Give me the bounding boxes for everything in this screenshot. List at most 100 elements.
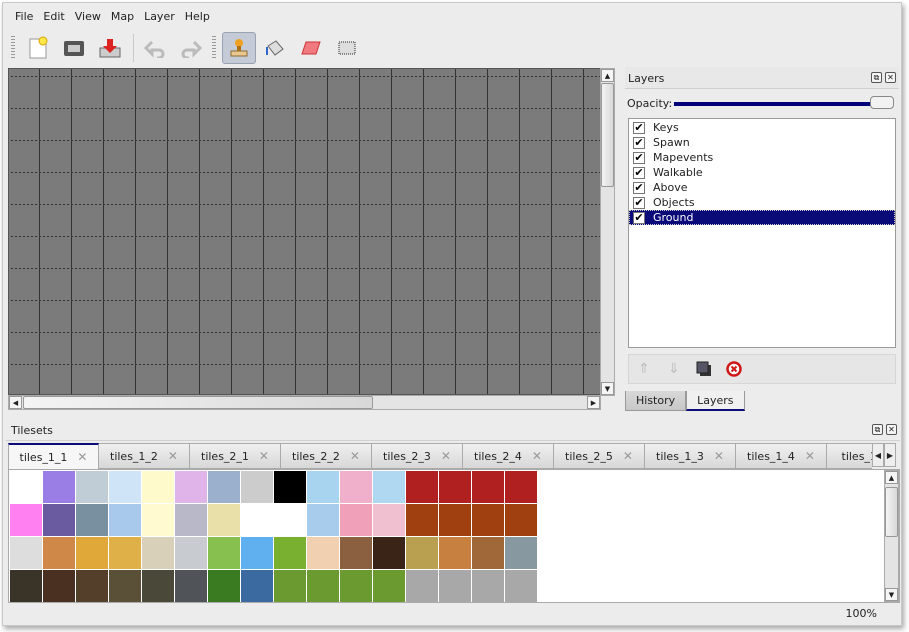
horizontal-scroll-thumb[interactable] — [23, 396, 373, 409]
tileset-view[interactable]: ▲ ▼ — [8, 469, 900, 603]
visibility-checkbox[interactable]: ✔ — [633, 135, 645, 149]
close-tab-icon[interactable]: ✕ — [531, 449, 542, 463]
tile[interactable] — [505, 471, 537, 503]
tile[interactable] — [10, 570, 42, 602]
float-dock-button[interactable]: ⧉ — [872, 424, 883, 435]
layer-item-objects[interactable]: ✔ Objects — [629, 195, 895, 210]
eraser-button[interactable] — [294, 32, 328, 64]
tile[interactable] — [373, 471, 405, 503]
visibility-checkbox[interactable]: ✔ — [633, 210, 645, 224]
remove-layer-icon[interactable] — [725, 360, 743, 378]
tile[interactable] — [472, 537, 504, 569]
layer-item-ground[interactable]: ✔ Ground — [629, 210, 895, 225]
tileset-tab[interactable]: tiles_1_1 ✕ — [8, 443, 99, 469]
visibility-checkbox[interactable]: ✔ — [633, 180, 645, 194]
tile[interactable] — [241, 471, 273, 503]
tileset-tab[interactable]: tiles_1_2 ✕ — [99, 443, 190, 469]
tile[interactable] — [76, 471, 108, 503]
visibility-checkbox[interactable]: ✔ — [633, 150, 645, 164]
tile[interactable] — [439, 537, 471, 569]
tile[interactable] — [43, 504, 75, 536]
tile[interactable] — [373, 537, 405, 569]
vertical-scroll-thumb[interactable] — [885, 487, 898, 537]
tile[interactable] — [340, 537, 372, 569]
visibility-checkbox[interactable]: ✔ — [633, 120, 645, 134]
layer-item-above[interactable]: ✔ Above — [629, 180, 895, 195]
float-dock-button[interactable]: ⧉ — [871, 72, 882, 83]
duplicate-layer-icon[interactable] — [695, 360, 713, 378]
layer-item-spawn[interactable]: ✔ Spawn — [629, 135, 895, 150]
menu-map[interactable]: Map — [110, 10, 135, 23]
tile[interactable] — [43, 570, 75, 602]
tile[interactable] — [406, 504, 438, 536]
tile[interactable] — [472, 471, 504, 503]
tileset-tab[interactable]: tiles_2_3 ✕ — [372, 443, 463, 469]
menu-edit[interactable]: Edit — [43, 10, 65, 23]
tabs-scroll-right-button[interactable]: ▶ — [884, 443, 896, 467]
tileset-tab[interactable]: tiles_1_3 ✕ — [645, 443, 736, 469]
tile[interactable] — [307, 504, 339, 536]
menu-help[interactable]: Help — [184, 10, 210, 23]
tileset-tab[interactable]: tiles_1_4 ✕ — [736, 443, 827, 469]
tile[interactable] — [76, 504, 108, 536]
tile[interactable] — [340, 504, 372, 536]
bucket-fill-button[interactable] — [258, 32, 292, 64]
tileset-vertical-scrollbar[interactable]: ▲ ▼ — [884, 470, 899, 602]
tile[interactable] — [109, 537, 141, 569]
menu-file[interactable]: File — [15, 10, 34, 23]
tile[interactable] — [274, 504, 306, 536]
stamp-brush-button[interactable] — [222, 32, 256, 64]
tab-history[interactable]: History — [625, 391, 687, 411]
tile[interactable] — [340, 570, 372, 602]
tile[interactable] — [175, 537, 207, 569]
tile[interactable] — [241, 504, 273, 536]
close-dock-button[interactable]: ✕ — [886, 424, 897, 435]
tile[interactable] — [76, 570, 108, 602]
map-horizontal-scrollbar[interactable]: ◀ ▶ — [8, 395, 601, 410]
tile[interactable] — [175, 471, 207, 503]
layer-item-walkable[interactable]: ✔ Walkable — [629, 165, 895, 180]
tileset-tab[interactable]: tiles_2_5 ✕ — [554, 443, 645, 469]
close-tab-icon[interactable]: ✕ — [440, 449, 451, 463]
new-map-button[interactable] — [21, 32, 55, 64]
tile[interactable] — [439, 504, 471, 536]
tile[interactable] — [10, 504, 42, 536]
close-tab-icon[interactable]: ✕ — [622, 449, 633, 463]
tabs-scroll-left-button[interactable]: ◀ — [872, 443, 884, 467]
opacity-slider-handle[interactable] — [870, 96, 894, 109]
tile[interactable] — [175, 570, 207, 602]
tile[interactable] — [472, 570, 504, 602]
tile[interactable] — [208, 537, 240, 569]
close-tab-icon[interactable]: ✕ — [349, 449, 360, 463]
close-tab-icon[interactable]: ✕ — [77, 450, 88, 464]
toolbar-grip[interactable] — [11, 36, 15, 60]
tile[interactable] — [373, 570, 405, 602]
layer-item-mapevents[interactable]: ✔ Mapevents — [629, 150, 895, 165]
undo-button[interactable] — [138, 32, 172, 64]
tile[interactable] — [307, 537, 339, 569]
tile[interactable] — [274, 537, 306, 569]
tile[interactable] — [406, 471, 438, 503]
tileset-tab[interactable]: tiles_1_✕ — [827, 443, 872, 469]
scroll-up-button[interactable]: ▲ — [885, 471, 898, 484]
map-canvas[interactable] — [8, 68, 601, 395]
scroll-down-button[interactable]: ▼ — [885, 588, 898, 601]
tile[interactable] — [43, 537, 75, 569]
close-tab-icon[interactable]: ✕ — [167, 449, 178, 463]
tile[interactable] — [109, 504, 141, 536]
tile[interactable] — [505, 570, 537, 602]
close-dock-button[interactable]: ✕ — [885, 72, 896, 83]
vertical-scroll-thumb[interactable] — [601, 83, 614, 187]
close-tab-icon[interactable]: ✕ — [258, 449, 269, 463]
tile[interactable] — [142, 471, 174, 503]
tileset-tab[interactable]: tiles_2_1 ✕ — [190, 443, 281, 469]
menu-layer[interactable]: Layer — [144, 10, 175, 23]
tile[interactable] — [439, 570, 471, 602]
tile[interactable] — [505, 537, 537, 569]
visibility-checkbox[interactable]: ✔ — [633, 195, 645, 209]
tile[interactable] — [406, 537, 438, 569]
tile[interactable] — [472, 504, 504, 536]
tile[interactable] — [76, 537, 108, 569]
tile[interactable] — [340, 471, 372, 503]
tile[interactable] — [142, 504, 174, 536]
